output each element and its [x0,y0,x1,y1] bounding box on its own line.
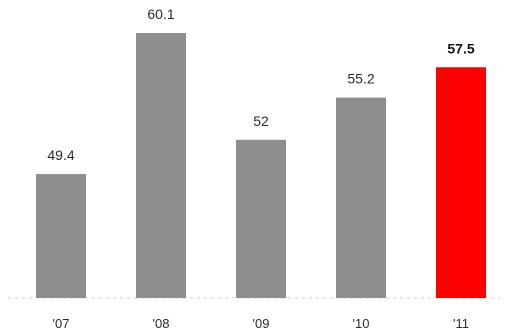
bar-4 [436,67,486,298]
x-tick-label-3: '10 [353,316,370,331]
bar-1 [136,33,186,298]
x-tick-label-0: '07 [53,316,70,331]
value-label-4: 57.5 [447,40,474,56]
bar-0 [36,174,86,298]
value-label-2: 52 [253,113,269,129]
value-labels-group: 49.4 60.1 52 55.2 57.5 [47,6,474,163]
value-label-3: 55.2 [347,71,374,87]
bar-2 [236,139,286,298]
x-tick-label-4: '11 [453,316,469,331]
value-label-0: 49.4 [47,147,74,163]
bars-group [36,33,486,298]
x-axis-tick-labels: '07 '08 '09 '10 '11 [53,316,469,331]
x-tick-label-2: '09 [253,316,270,331]
x-tick-label-1: '08 [153,316,170,331]
bar-3 [336,97,386,298]
value-label-1: 60.1 [147,6,174,22]
